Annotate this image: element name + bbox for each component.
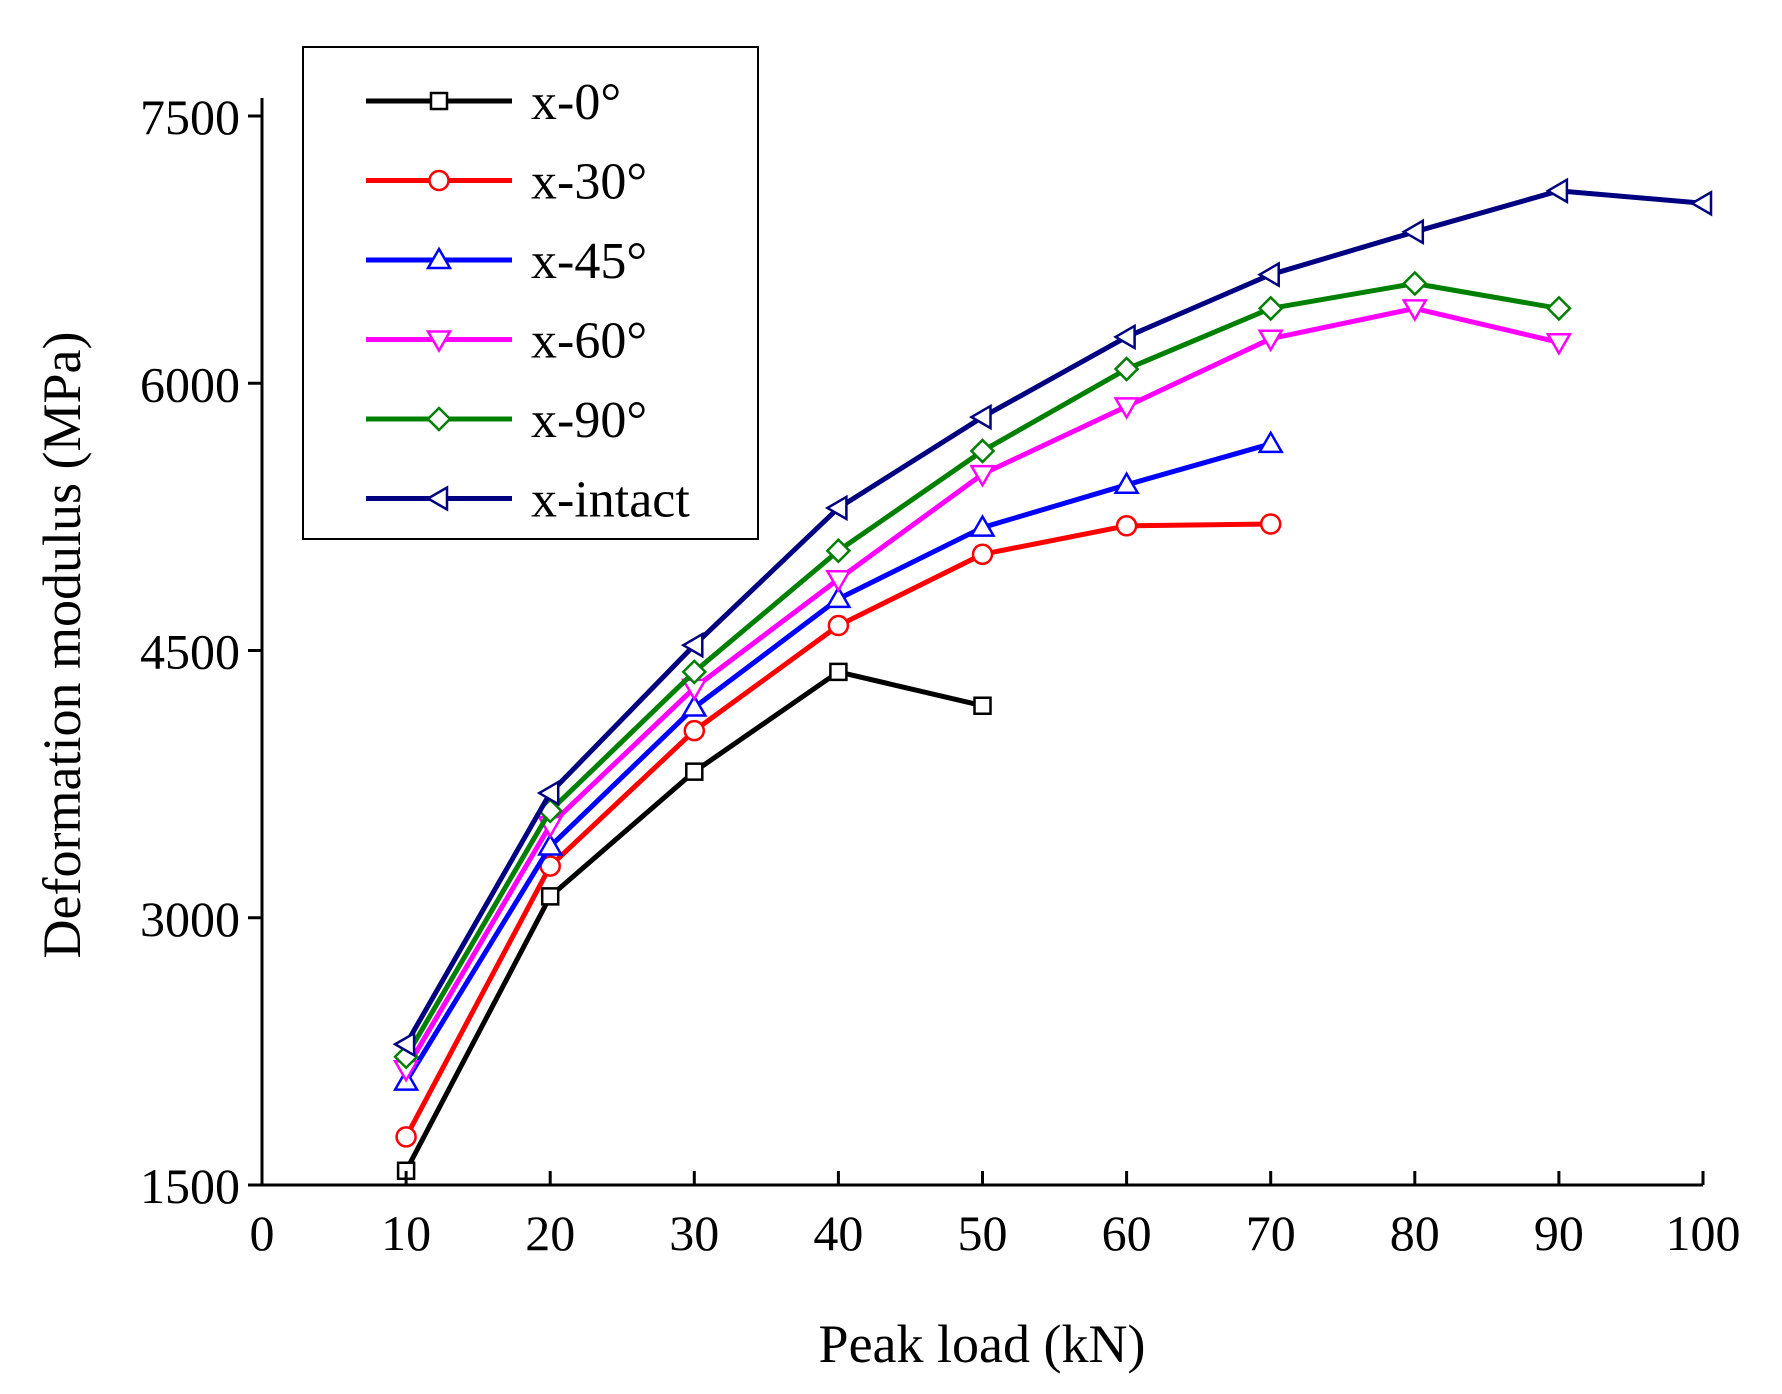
legend-marker <box>425 485 449 512</box>
legend-label: x-45° <box>531 233 647 290</box>
y-tick-label: 7500 <box>140 89 240 145</box>
x-tick-label: 60 <box>1102 1205 1152 1261</box>
data-point <box>685 762 704 781</box>
data-point <box>1401 299 1428 322</box>
data-point <box>1401 218 1425 245</box>
y-tick-label: 6000 <box>140 356 240 412</box>
x-tick-label: 100 <box>1666 1205 1741 1261</box>
legend-item: x-0° <box>366 74 621 131</box>
data-point <box>537 832 564 856</box>
data-point <box>540 887 560 906</box>
data-point <box>829 662 848 682</box>
y-axis-title: Deformation modulus (MPa) <box>32 332 92 959</box>
legend-item: x-60° <box>366 313 647 370</box>
data-point <box>392 1031 416 1058</box>
data-point <box>1689 190 1713 217</box>
legend-marker <box>429 91 449 111</box>
data-point <box>1113 323 1136 351</box>
x-tick-label: 20 <box>525 1205 575 1261</box>
legend-marker <box>428 169 450 192</box>
legend: x-0° x-30° x-45° x-60° x-90° x-intact <box>302 46 759 540</box>
x-tick-label: 70 <box>1246 1205 1296 1261</box>
series-3 <box>392 299 1573 1083</box>
data-point <box>969 438 996 464</box>
legend-label: x-60° <box>531 313 647 370</box>
data-point <box>969 403 992 431</box>
legend-item: x-45° <box>366 233 647 290</box>
series-5 <box>392 177 1713 1058</box>
data-point <box>825 569 852 593</box>
x-tick-label: 0 <box>250 1205 275 1261</box>
data-point <box>1113 356 1140 382</box>
data-point <box>827 614 850 637</box>
data-point <box>1259 513 1282 535</box>
x-tick-label: 90 <box>1534 1205 1584 1261</box>
y-tick-label: 1500 <box>140 1158 240 1214</box>
data-point <box>1546 295 1572 322</box>
data-point <box>1257 261 1280 288</box>
series-layer <box>392 177 1713 1180</box>
x-tick-label: 50 <box>958 1205 1008 1261</box>
data-point <box>825 537 852 564</box>
data-point <box>536 779 560 807</box>
x-tick-label: 80 <box>1390 1205 1440 1261</box>
data-point <box>1545 333 1573 356</box>
legend-label: x-30° <box>531 154 647 211</box>
series-1 <box>395 513 1282 1148</box>
x-tick-label: 10 <box>381 1205 431 1261</box>
legend-marker <box>425 330 453 353</box>
data-point <box>1115 515 1138 537</box>
legend-item: x-intact <box>366 472 690 529</box>
legend-label: x-intact <box>531 472 690 529</box>
series-line <box>403 188 1704 1046</box>
y-tick-label: 3000 <box>140 891 240 947</box>
data-point <box>1545 177 1569 204</box>
ticks-layer: 0 10 20 30 40 50 60 70 80 90 100 1500 3000 4500 6000 75… <box>140 89 1741 1261</box>
data-point <box>1257 295 1284 322</box>
data-point <box>1402 270 1428 297</box>
series-2 <box>392 430 1284 1091</box>
data-point <box>969 514 996 537</box>
y-tick-label: 4500 <box>140 624 240 680</box>
x-tick-label: 30 <box>669 1205 719 1261</box>
data-point <box>395 1126 417 1148</box>
x-tick-label: 40 <box>813 1205 863 1261</box>
data-point <box>1113 397 1140 420</box>
data-point <box>825 585 852 609</box>
series-0 <box>396 662 992 1180</box>
data-point <box>681 659 708 685</box>
x-axis-title: Peak load (kN) <box>819 1314 1146 1374</box>
legend-label: x-90° <box>531 392 647 449</box>
legend-item: x-30° <box>366 154 647 211</box>
data-point <box>1257 430 1284 454</box>
data-point <box>969 464 996 488</box>
legend-entries: x-0° x-30° x-45° x-60° x-90° x-intact <box>366 74 690 529</box>
data-point <box>971 543 994 566</box>
legend-label: x-0° <box>531 74 621 131</box>
data-point <box>1113 471 1140 495</box>
data-point <box>973 696 992 715</box>
legend-marker <box>426 406 452 432</box>
series-4 <box>393 270 1572 1070</box>
data-point <box>680 631 704 659</box>
data-point <box>683 719 706 742</box>
legend-marker <box>425 246 453 270</box>
data-point <box>1257 329 1284 353</box>
legend-item: x-90° <box>366 392 647 449</box>
data-point <box>824 494 848 522</box>
data-point <box>681 694 708 717</box>
legend-box <box>302 46 759 540</box>
